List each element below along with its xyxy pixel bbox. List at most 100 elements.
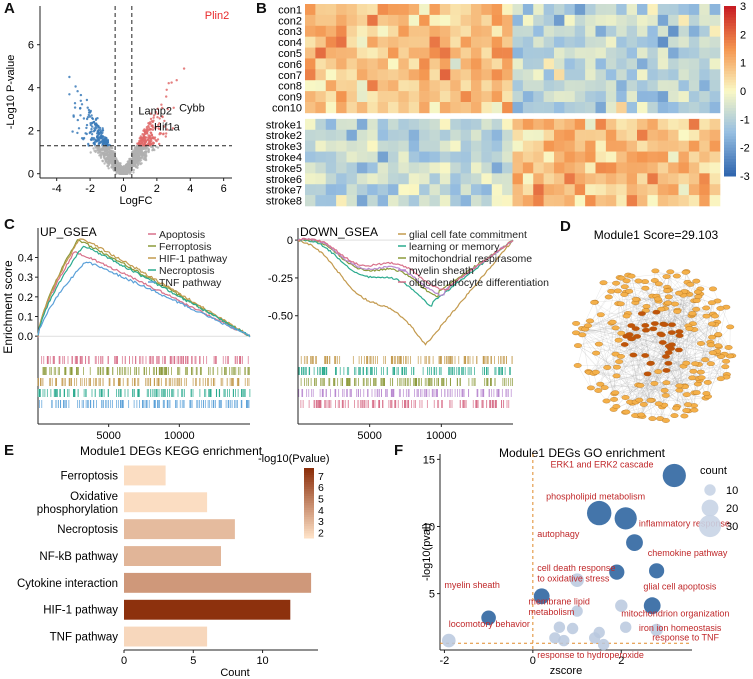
volcano-point — [93, 141, 96, 145]
heatmap-cell — [699, 80, 710, 92]
network-edge — [594, 302, 696, 364]
heatmap-cell — [647, 162, 659, 174]
heatmap-cell — [699, 14, 710, 27]
network-node — [596, 381, 605, 387]
go-annotation: cell death response — [537, 563, 615, 573]
network-node — [652, 309, 661, 315]
network-edge — [594, 302, 626, 398]
heatmap-cell — [512, 25, 524, 37]
network-node — [642, 304, 651, 309]
heatmap-cell — [616, 4, 627, 16]
legend-swatch — [724, 62, 736, 66]
network-node — [578, 332, 587, 338]
network-node — [714, 332, 723, 337]
heatmap-cell — [502, 102, 513, 114]
heatmap-cell — [512, 184, 524, 196]
go-x-tick-label: -2 — [440, 655, 450, 667]
heatmap-cell — [595, 140, 607, 152]
heatmap-cell — [564, 102, 576, 114]
volcano-point — [72, 114, 75, 117]
legend-swatch — [724, 48, 736, 52]
volcano-point — [147, 150, 150, 154]
panel-label-f: F — [394, 442, 404, 459]
heatmap-cell — [388, 151, 399, 163]
volcano-x-label: LogFC — [119, 195, 152, 207]
volcano-point — [138, 162, 141, 165]
heatmap-cell — [709, 58, 721, 70]
volcano-point — [105, 159, 108, 163]
heatmap-row-label: con4 — [278, 37, 302, 49]
heatmap-cell — [450, 69, 461, 81]
heatmap-cell — [595, 47, 607, 59]
legend-swatch — [724, 51, 736, 55]
heatmap-cell — [388, 195, 399, 207]
kegg-bar — [124, 599, 291, 620]
volcano-point — [138, 152, 142, 155]
heatmap-cell — [336, 129, 347, 141]
heatmap-cell — [668, 173, 679, 185]
heatmap-cell — [657, 151, 669, 163]
legend-swatch — [724, 105, 736, 109]
legend-swatch — [724, 125, 736, 129]
heatmap-cell — [325, 195, 337, 207]
network-node — [639, 402, 648, 407]
network-node — [574, 343, 582, 348]
heatmap-cell — [522, 162, 534, 174]
volcano-point — [74, 85, 77, 88]
heatmap-cell — [315, 58, 327, 70]
volcano-point — [77, 127, 81, 130]
heatmap-cell — [626, 25, 638, 37]
volcano-gene-label: Lamp2 — [138, 106, 172, 118]
volcano-point — [157, 123, 160, 127]
heatmap-cell — [616, 140, 627, 152]
network-node — [668, 322, 676, 328]
heatmap-cell — [543, 184, 555, 196]
volcano-plot: -4 -2 0 2 4 6 0 2 4 6 LogFC -Log10 P-value Plin2 Lam… — [5, 6, 232, 207]
network-edge — [627, 313, 689, 327]
volcano-point — [122, 172, 126, 175]
heatmap-cell — [699, 102, 710, 114]
heatmap-cell — [356, 118, 368, 131]
heatmap-cell — [554, 129, 565, 141]
network-node — [612, 404, 621, 409]
network-node — [709, 286, 717, 292]
legend-swatch — [724, 11, 736, 15]
network-node — [643, 371, 652, 377]
go-title: Module1 DEGs GO enrichment — [499, 446, 666, 460]
heatmap-cell — [668, 102, 679, 114]
network-edge — [615, 291, 630, 355]
heatmap-cell — [709, 140, 721, 152]
heatmap-cell — [305, 80, 316, 92]
volcano-point — [150, 134, 154, 137]
heatmap-cell — [460, 129, 472, 141]
heatmap-cell — [637, 162, 648, 174]
heatmap-cell — [585, 195, 596, 207]
heatmap-cell — [460, 184, 472, 196]
heatmap-cell — [408, 195, 420, 207]
volcano-gene-label: Hif1a — [154, 122, 181, 134]
volcano-point — [94, 123, 97, 126]
heatmap-cell — [616, 102, 627, 114]
heatmap-cell — [356, 36, 368, 48]
heatmap-cell — [305, 162, 316, 174]
volcano-point — [107, 155, 110, 159]
heatmap-cell — [305, 14, 316, 27]
network-edge — [600, 308, 665, 315]
heatmap-cell — [626, 102, 638, 114]
heatmap-cell — [678, 195, 690, 207]
go-y-tick-label: 10 — [423, 521, 435, 533]
network-node — [654, 281, 663, 287]
heatmap-row-label: stroke2 — [266, 130, 302, 142]
heatmap-cell — [471, 14, 482, 27]
volcano-point — [73, 102, 77, 105]
heatmap-cell — [595, 118, 607, 131]
network-node — [666, 269, 675, 275]
network-node — [688, 311, 697, 316]
heatmap-cell — [647, 129, 659, 141]
heatmap-cell — [471, 69, 482, 81]
network-edge — [575, 332, 684, 367]
network-edge — [693, 302, 713, 406]
volcano-point — [87, 108, 91, 112]
heatmap-cell — [429, 25, 441, 37]
heatmap-cell — [491, 129, 503, 141]
